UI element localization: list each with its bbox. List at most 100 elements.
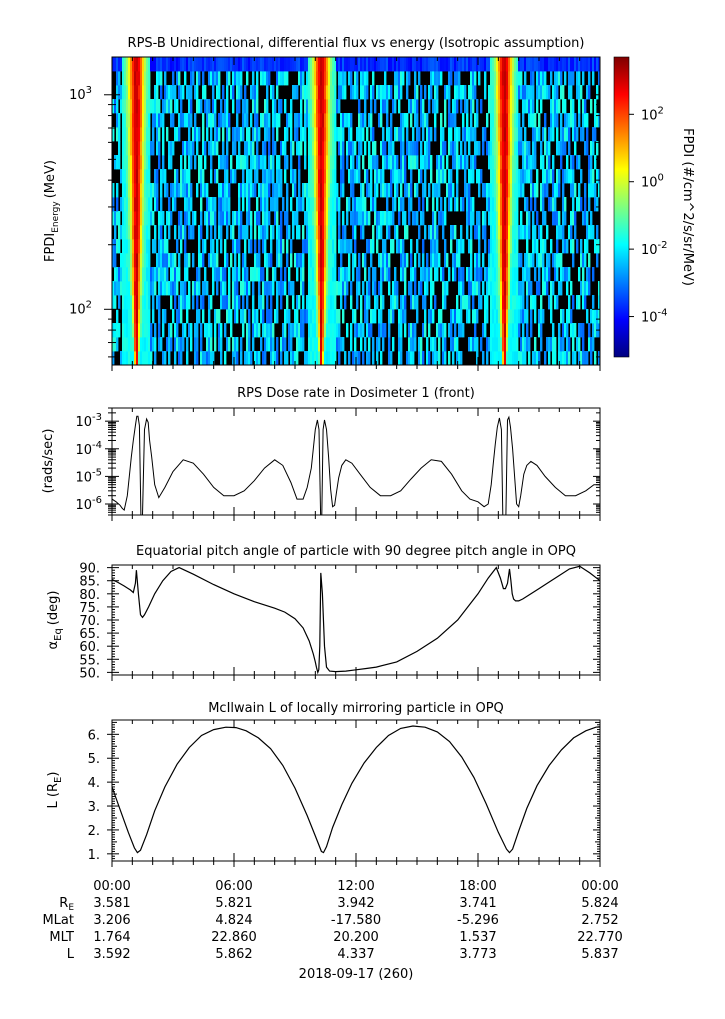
- heatmap-cell: [586, 211, 589, 226]
- heatmap-cell: [198, 127, 201, 142]
- heatmap-cell: [486, 295, 489, 310]
- heatmap-cell: [398, 127, 401, 142]
- heatmap-cell: [334, 71, 337, 86]
- heatmap-cell: [540, 295, 543, 310]
- heatmap-cell: [144, 309, 147, 324]
- heatmap-cell: [362, 155, 365, 170]
- heatmap-cell: [356, 351, 359, 365]
- heatmap-cell: [174, 337, 177, 352]
- heatmap-cell: [498, 337, 501, 352]
- heatmap-cell: [170, 267, 173, 282]
- heatmap-cell: [232, 351, 235, 365]
- heatmap-cell: [290, 127, 293, 142]
- heatmap-cell: [322, 323, 325, 338]
- heatmap-cell: [390, 211, 393, 226]
- heatmap-cell: [318, 281, 321, 296]
- heatmap-cell: [268, 183, 271, 198]
- heatmap-cell: [558, 351, 561, 365]
- heatmap-cell: [332, 127, 335, 142]
- heatmap-cell: [568, 351, 571, 365]
- heatmap-cell: [486, 281, 489, 296]
- heatmap-cell: [492, 267, 495, 282]
- heatmap-cell: [204, 183, 207, 198]
- heatmap-cell: [332, 323, 335, 338]
- heatmap-cell: [280, 281, 283, 296]
- heatmap-cell: [428, 127, 431, 142]
- heatmap-cell: [268, 127, 271, 142]
- heatmap-cell: [400, 351, 403, 365]
- heatmap-cell: [582, 281, 585, 296]
- heatmap-cell: [284, 351, 287, 365]
- heatmap-cell: [144, 281, 147, 296]
- heatmap-cell: [432, 225, 435, 240]
- heatmap-cell: [162, 57, 165, 72]
- heatmap-cell: [314, 155, 317, 170]
- heatmap-cell: [500, 323, 503, 338]
- heatmap-cell: [298, 197, 301, 212]
- heatmap-cell: [502, 295, 505, 310]
- heatmap-cell: [318, 253, 321, 268]
- heatmap-cell: [342, 309, 345, 324]
- heatmap-cell: [448, 183, 451, 198]
- heatmap-cell: [234, 267, 237, 282]
- heatmap-cell: [210, 337, 213, 352]
- heatmap-cell: [466, 183, 469, 198]
- heatmap-cell: [414, 85, 417, 100]
- heatmap-cell: [146, 225, 149, 240]
- heatmap-cell: [358, 253, 361, 268]
- heatmap-cell: [432, 281, 435, 296]
- heatmap-cell: [360, 309, 363, 324]
- heatmap-cell: [446, 183, 449, 198]
- heatmap-cell: [192, 295, 195, 310]
- heatmap-cell: [150, 281, 153, 296]
- heatmap-cell: [462, 239, 465, 254]
- heatmap-cell: [454, 71, 457, 86]
- heatmap-cell: [252, 281, 255, 296]
- heatmap-cell: [414, 183, 417, 198]
- heatmap-cell: [520, 85, 523, 100]
- heatmap-cell: [506, 309, 509, 324]
- heatmap-cell: [588, 225, 591, 240]
- heatmap-cell: [370, 113, 373, 128]
- heatmap-cell: [470, 197, 473, 212]
- heatmap-cell: [296, 197, 299, 212]
- heatmap-cell: [134, 141, 137, 156]
- heatmap-cell: [126, 253, 129, 268]
- heatmap-cell: [504, 85, 507, 100]
- heatmap-cell: [118, 85, 121, 100]
- heatmap-cell: [538, 225, 541, 240]
- heatmap-cell: [256, 141, 259, 156]
- heatmap-cell: [412, 57, 415, 72]
- heatmap-cell: [334, 253, 337, 268]
- heatmap-cell: [144, 253, 147, 268]
- heatmap-cell: [406, 183, 409, 198]
- heatmap-cell: [402, 253, 405, 268]
- heatmap-cell: [306, 351, 309, 365]
- heatmap-cell: [308, 127, 311, 142]
- heatmap-cell: [438, 351, 441, 365]
- heatmap-cell: [420, 113, 423, 128]
- heatmap-cell: [128, 57, 131, 72]
- heatmap-cell: [528, 85, 531, 100]
- heatmap-cell: [178, 85, 181, 100]
- heatmap-cell: [566, 309, 569, 324]
- heatmap-cell: [300, 141, 303, 156]
- heatmap-cell: [558, 183, 561, 198]
- heatmap-cell: [564, 71, 567, 86]
- heatmap-cell: [294, 85, 297, 100]
- heatmap-cell: [124, 281, 127, 296]
- heatmap-cell: [354, 337, 357, 352]
- heatmap-cell: [510, 211, 513, 226]
- heatmap-cell: [152, 211, 155, 226]
- heatmap-cell: [598, 239, 600, 254]
- heatmap-cell: [290, 141, 293, 156]
- heatmap-cell: [380, 99, 383, 114]
- heatmap-cell: [460, 141, 463, 156]
- heatmap-cell: [334, 155, 337, 170]
- heatmap-cell: [536, 211, 539, 226]
- heatmap-cell: [490, 309, 493, 324]
- heatmap-cell: [408, 211, 411, 226]
- heatmap-cell: [182, 225, 185, 240]
- heatmap-cell: [212, 57, 215, 72]
- heatmap-cell: [306, 211, 309, 226]
